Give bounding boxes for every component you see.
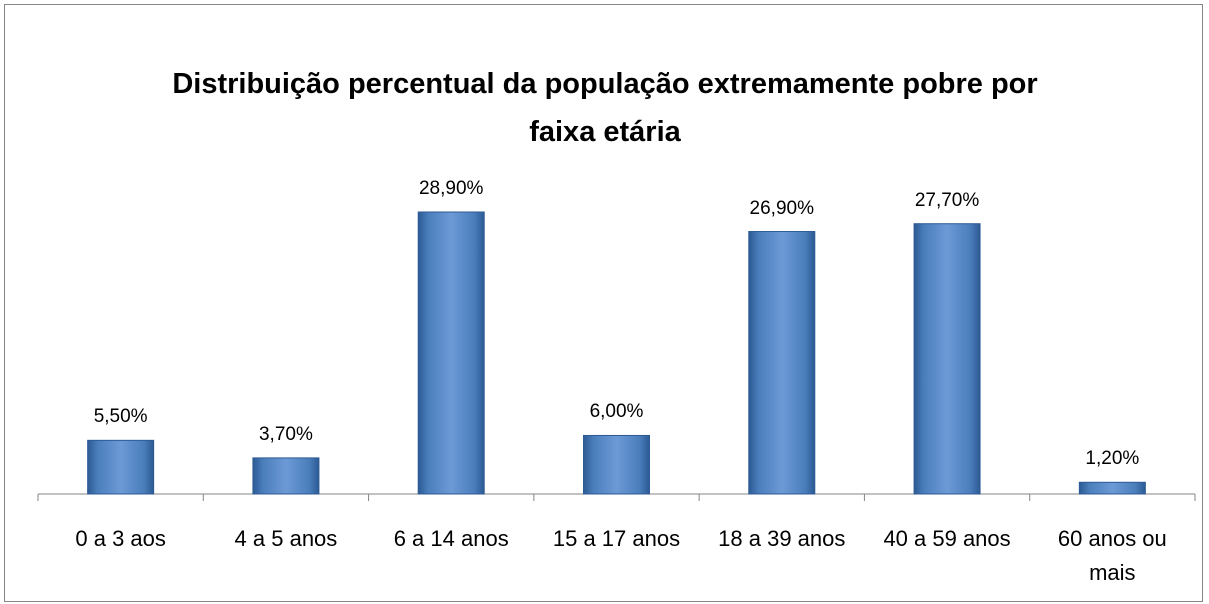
bar	[583, 434, 650, 495]
data-label: 27,70%	[914, 189, 980, 211]
data-label: 5,50%	[93, 406, 148, 428]
bar	[913, 223, 981, 495]
data-label: 3,70%	[258, 423, 313, 445]
bar	[252, 457, 320, 495]
x-tick-label: 40 a 59 anos	[883, 526, 1011, 551]
bar	[1078, 481, 1146, 495]
x-tick-label: 15 a 17 anos	[552, 526, 681, 551]
chart-frame	[4, 4, 1203, 602]
bar	[417, 211, 485, 495]
data-label: 26,90%	[749, 197, 814, 219]
data-label: 6,00%	[589, 401, 644, 423]
chart-title: Distribuição percentual da população ext…	[172, 68, 1038, 148]
x-tick-label: 18 a 39 anos	[718, 526, 846, 551]
data-label: 1,20%	[1085, 448, 1140, 470]
x-tick-label: 6 a 14 anos	[393, 526, 509, 551]
bar	[748, 231, 816, 495]
x-tick-label: 4 a 5 anos	[234, 526, 338, 551]
x-tick-label: 60 anos ou mais	[1057, 526, 1167, 585]
bar	[87, 439, 155, 495]
data-label: 28,90%	[418, 178, 484, 199]
x-tick-label: 0 a 3 aos	[75, 526, 166, 551]
